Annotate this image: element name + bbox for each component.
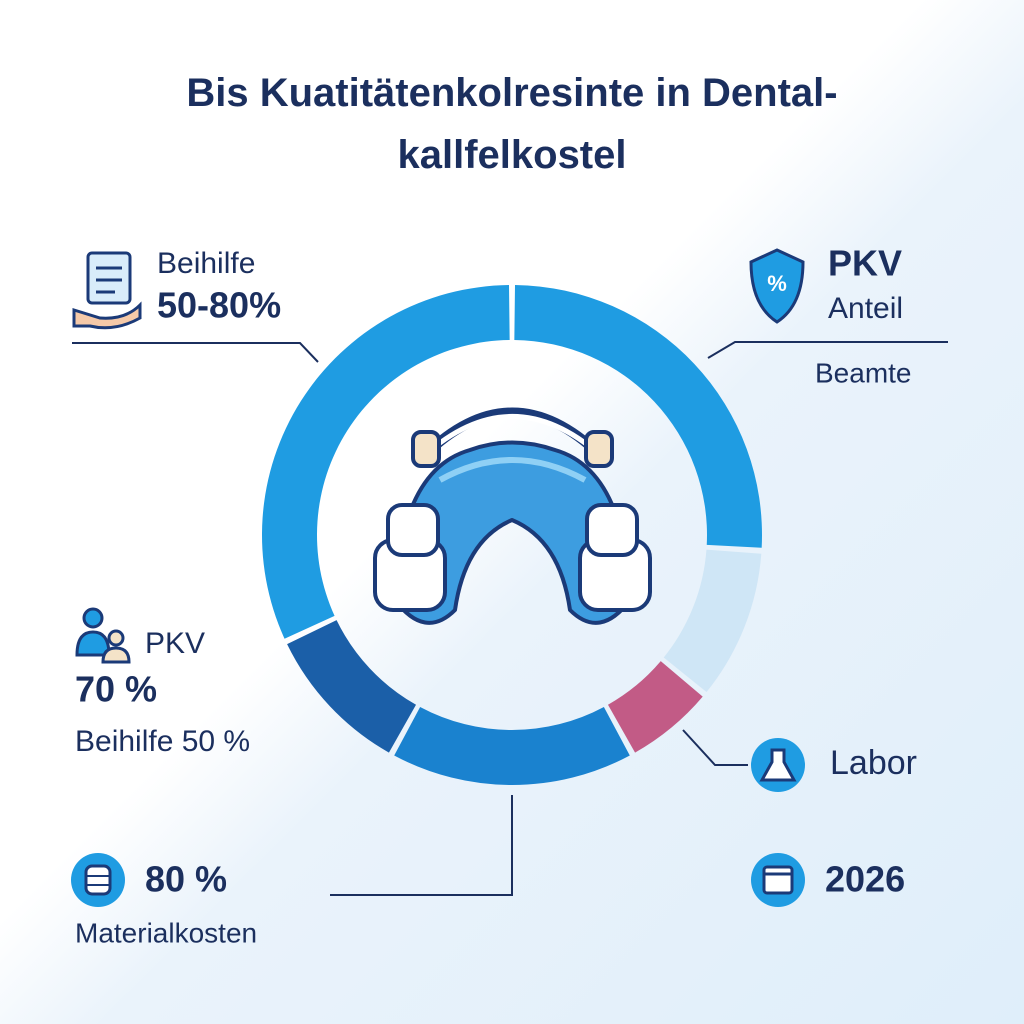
annotation: Beihilfe 50 % xyxy=(75,725,250,758)
leader-line xyxy=(707,341,948,359)
donut-segment xyxy=(287,620,417,753)
leader-line xyxy=(682,729,748,766)
calendar-icon xyxy=(751,853,805,907)
annotation-value: 70 % xyxy=(75,669,157,710)
annotation: Labor xyxy=(830,744,917,782)
annotation-value: 50-80% xyxy=(157,285,281,326)
coins-icon xyxy=(71,853,125,907)
annotation: Beamte xyxy=(815,357,912,388)
svg-text:%: % xyxy=(767,271,787,296)
annotation: Beihilfe xyxy=(157,247,255,280)
annotation: PKV xyxy=(828,243,902,284)
annotation: Materialkosten xyxy=(75,917,257,948)
leader-line xyxy=(72,342,319,363)
annotation: Anteil xyxy=(828,292,903,325)
people-icon xyxy=(75,607,131,664)
donut-segment xyxy=(607,661,703,753)
shield-icon: % xyxy=(749,248,805,324)
annotation: PKV xyxy=(145,627,205,660)
aligner-illustration xyxy=(373,407,652,625)
clipboard-hand-icon xyxy=(72,251,142,330)
leader-line xyxy=(330,795,513,896)
flask-icon xyxy=(751,738,805,792)
donut xyxy=(262,285,762,785)
donut-segment xyxy=(262,285,510,639)
annotation-value: 2026 xyxy=(825,859,905,900)
donut-segment xyxy=(514,285,762,548)
donut-segment xyxy=(663,549,762,693)
donut-segment xyxy=(394,706,630,785)
annotation-value: 80 % xyxy=(145,859,227,900)
chart-title: Bis Kuatitätenkolresinte in Dental-kallf… xyxy=(186,71,838,177)
